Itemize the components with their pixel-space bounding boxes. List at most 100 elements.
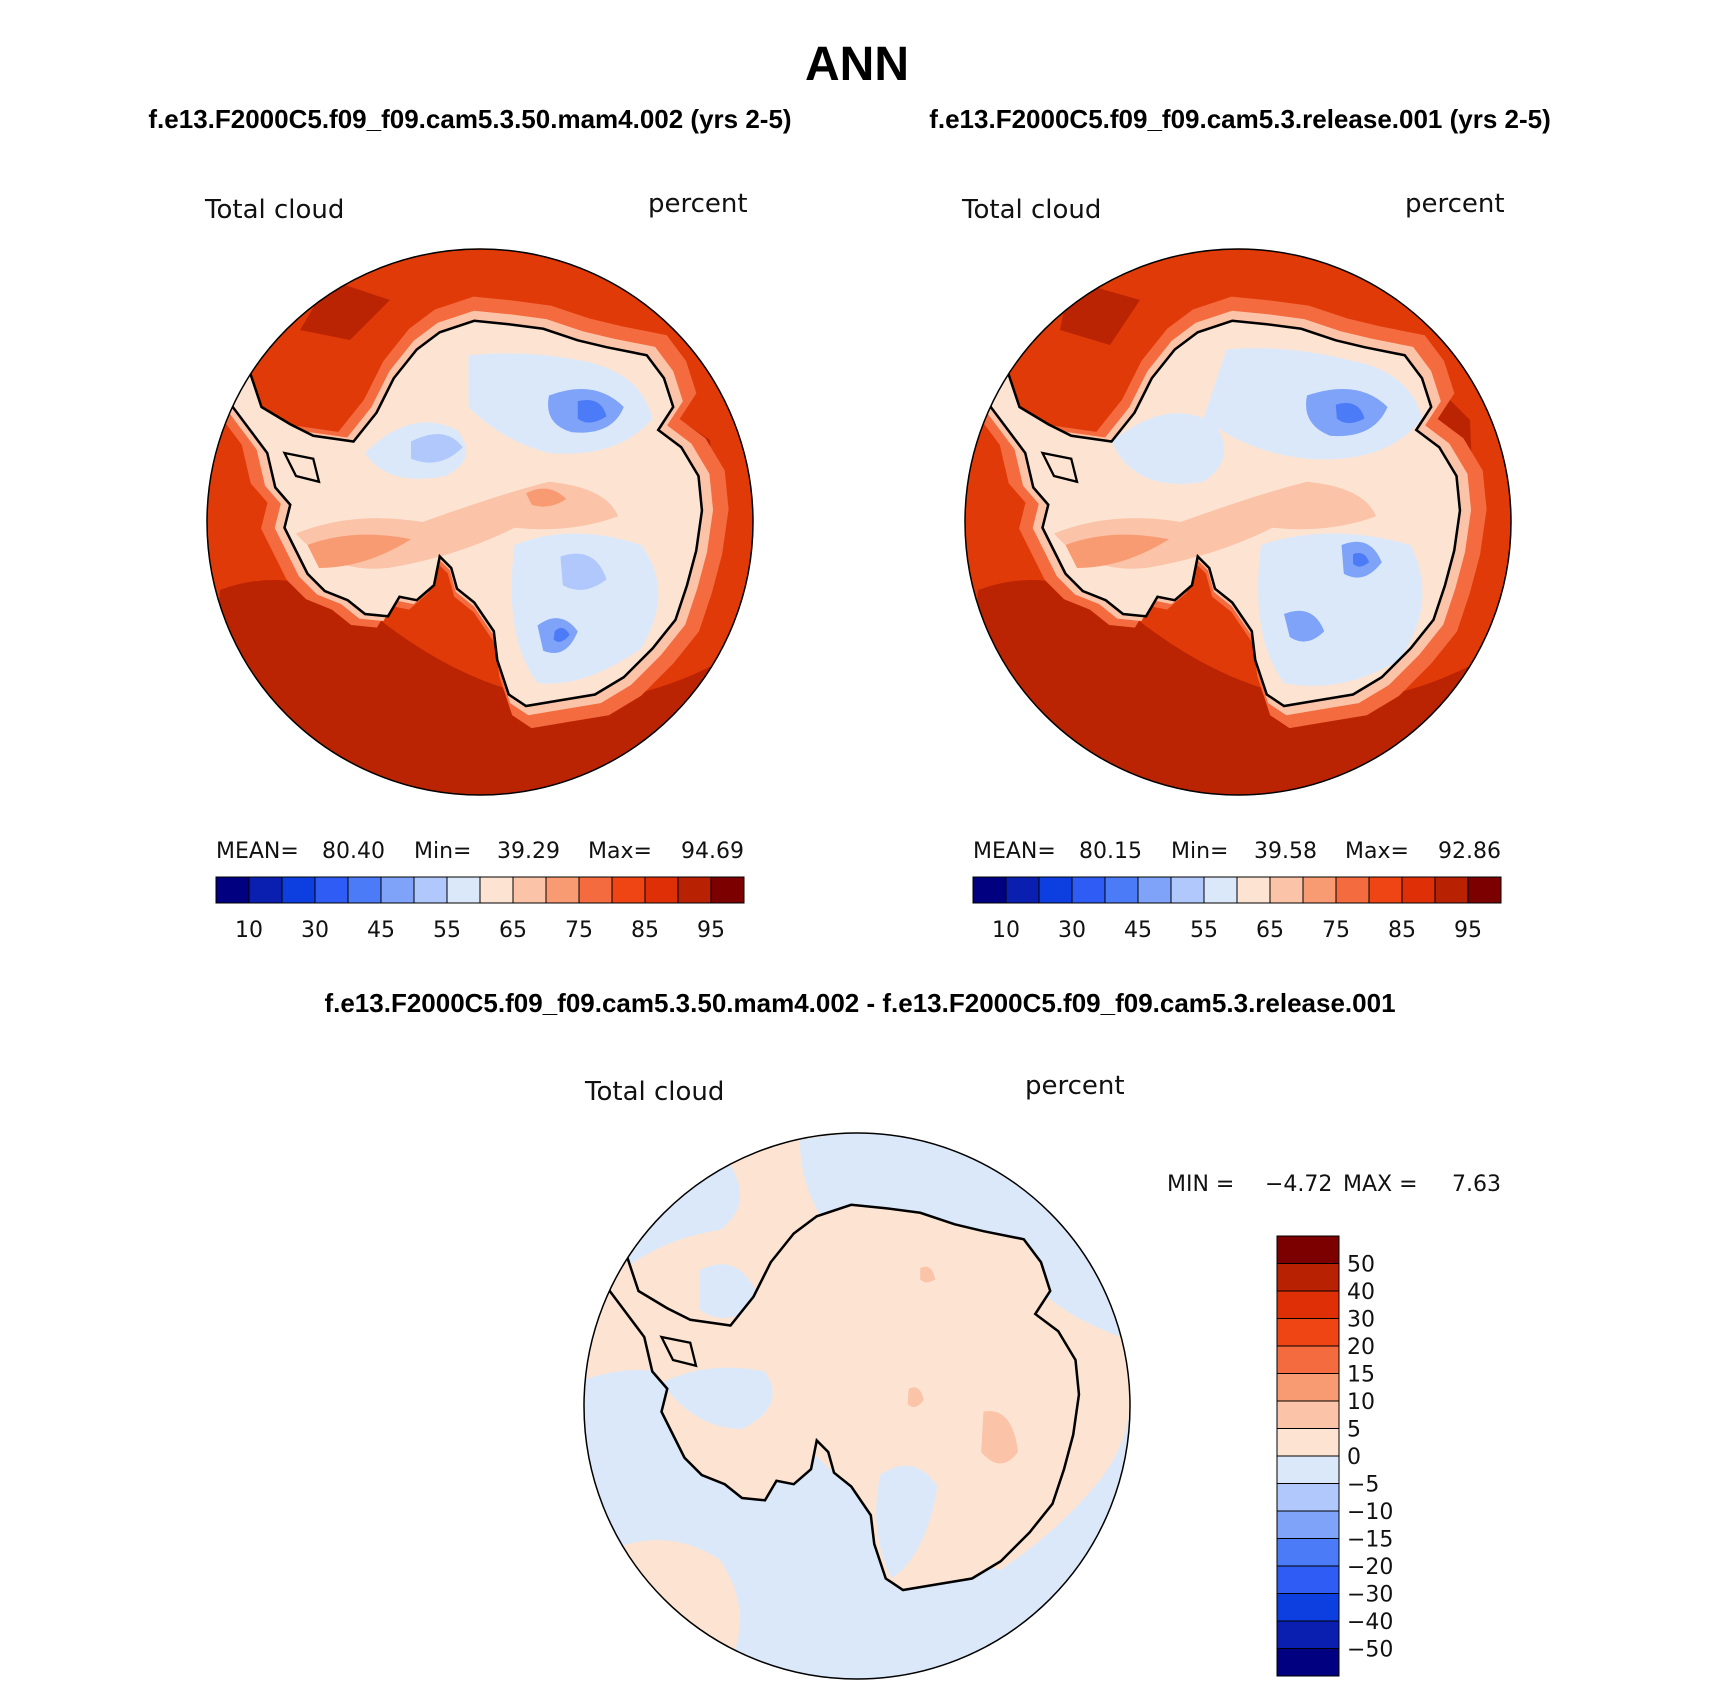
colorbar-swatch bbox=[710, 876, 745, 904]
polar-map-diff bbox=[584, 1133, 1130, 1679]
map-border-right bbox=[964, 248, 1512, 796]
min-value-left: 39.29 bbox=[497, 839, 560, 864]
colorbar-tick-label: 85 bbox=[1388, 918, 1416, 943]
colorbar-swatch bbox=[1368, 876, 1403, 904]
min-value-right: 39.58 bbox=[1254, 839, 1317, 864]
colorbar-tick-label: 30 bbox=[1058, 918, 1086, 943]
stats-right: MEAN= 80.15 Min= 39.58 Max= 92.86 bbox=[973, 839, 1501, 864]
colorbar-tick-label: −50 bbox=[1347, 1638, 1393, 1663]
colorbar-tick-label: 0 bbox=[1347, 1445, 1361, 1470]
max-label-diff: MAX = bbox=[1343, 1172, 1418, 1197]
colorbar-swatch bbox=[1401, 876, 1436, 904]
colorbar-swatch bbox=[281, 876, 316, 904]
colorbar-swatch bbox=[1276, 1620, 1340, 1649]
colorbar-tick-label: 30 bbox=[301, 918, 329, 943]
colorbar-swatch bbox=[677, 876, 712, 904]
variable-label-diff: Total cloud bbox=[584, 1077, 724, 1107]
colorbar-tick-label: −5 bbox=[1347, 1473, 1379, 1498]
colorbar-swatch bbox=[1276, 1648, 1340, 1677]
colorbar-tick-label: 40 bbox=[1347, 1280, 1375, 1305]
colorbar-swatch bbox=[1137, 876, 1172, 904]
colorbar-swatch bbox=[1434, 876, 1469, 904]
variable-label-left: Total cloud bbox=[204, 195, 344, 225]
colorbar-tick-label: 95 bbox=[697, 918, 725, 943]
map-border-diff bbox=[583, 1132, 1131, 1680]
colorbar-tick-label: 55 bbox=[1190, 918, 1218, 943]
colorbar-tick-label: −40 bbox=[1347, 1610, 1393, 1635]
units-label-right: percent bbox=[1405, 189, 1505, 219]
colorbar-tick-label: −10 bbox=[1347, 1500, 1393, 1525]
colorbar-tick-label: 65 bbox=[1256, 918, 1284, 943]
colorbar-swatch bbox=[1276, 1345, 1340, 1374]
colorbar-swatch bbox=[314, 876, 349, 904]
colorbar-swatch bbox=[1302, 876, 1337, 904]
colorbar-swatch bbox=[1276, 1593, 1340, 1622]
colorbar-tick-label: 85 bbox=[631, 918, 659, 943]
colorbar-swatch bbox=[1335, 876, 1370, 904]
colorbar-tick-label: 10 bbox=[1347, 1390, 1375, 1415]
max-label-left: Max= bbox=[588, 839, 652, 864]
colorbar-right: 10 30 45 55 65 75 85 95 bbox=[972, 876, 1502, 943]
colorbar-tick-label: 45 bbox=[1124, 918, 1152, 943]
colorbar-swatch bbox=[1276, 1400, 1340, 1429]
colorbar-tick-label: 30 bbox=[1347, 1308, 1375, 1333]
colorbar-tick-label: 10 bbox=[992, 918, 1020, 943]
stats-diff: MIN = −4.72 MAX = 7.63 bbox=[1167, 1172, 1501, 1197]
colorbar-swatch bbox=[512, 876, 547, 904]
max-label-right: Max= bbox=[1345, 839, 1409, 864]
colorbar-swatch bbox=[1071, 876, 1106, 904]
units-label-diff: percent bbox=[1025, 1071, 1125, 1101]
colorbar-swatch bbox=[215, 876, 250, 904]
colorbar-swatch bbox=[1276, 1565, 1340, 1594]
colorbar-swatch bbox=[446, 876, 481, 904]
colorbar-tick-label: −15 bbox=[1347, 1528, 1393, 1553]
polar-map-left bbox=[207, 249, 753, 795]
colorbar-swatch bbox=[1276, 1510, 1340, 1539]
min-label-left: Min= bbox=[414, 839, 471, 864]
colorbar-swatch bbox=[1276, 1455, 1340, 1484]
colorbar-swatch bbox=[1276, 1263, 1340, 1292]
variable-label-right: Total cloud bbox=[961, 195, 1101, 225]
colorbar-tick-label: −30 bbox=[1347, 1583, 1393, 1608]
colorbar-tick-label: 75 bbox=[1322, 918, 1350, 943]
colorbar-swatch bbox=[380, 876, 415, 904]
colorbar-swatch bbox=[1276, 1538, 1340, 1567]
colorbar-swatch bbox=[1005, 876, 1040, 904]
colorbar-tick-label: 10 bbox=[235, 918, 263, 943]
min-value-diff: −4.72 bbox=[1265, 1172, 1332, 1197]
min-label-right: Min= bbox=[1171, 839, 1228, 864]
colorbar-tick-label: 15 bbox=[1347, 1363, 1375, 1388]
colorbar-tick-label: 95 bbox=[1454, 918, 1482, 943]
colorbar-swatch bbox=[644, 876, 679, 904]
colorbar-swatch bbox=[1038, 876, 1073, 904]
colorbar-swatch bbox=[1276, 1428, 1340, 1457]
colorbar-tick-label: −20 bbox=[1347, 1555, 1393, 1580]
colorbar-tick-label: 55 bbox=[433, 918, 461, 943]
mean-label-right: MEAN= bbox=[973, 839, 1056, 864]
case-title-left: f.e13.F2000C5.f09_f09.cam5.3.50.mam4.002… bbox=[148, 104, 791, 134]
colorbar-swatch bbox=[972, 876, 1007, 904]
diff-title: f.e13.F2000C5.f09_f09.cam5.3.50.mam4.002… bbox=[324, 988, 1395, 1018]
units-label-left: percent bbox=[648, 189, 748, 219]
colorbar-tick-label: 75 bbox=[565, 918, 593, 943]
colorbar-swatch bbox=[1236, 876, 1271, 904]
mean-label-left: MEAN= bbox=[216, 839, 299, 864]
colorbar-swatch bbox=[1269, 876, 1304, 904]
colorbar-tick-label: 20 bbox=[1347, 1335, 1375, 1360]
page-title: ANN bbox=[805, 38, 909, 91]
mean-value-right: 80.15 bbox=[1079, 839, 1142, 864]
colorbar-swatch bbox=[1276, 1373, 1340, 1402]
colorbar-swatch bbox=[1467, 876, 1502, 904]
max-value-right: 92.86 bbox=[1438, 839, 1501, 864]
colorbar-swatch bbox=[1276, 1235, 1340, 1264]
colorbar-swatch bbox=[1170, 876, 1205, 904]
colorbar-tick-label: 65 bbox=[499, 918, 527, 943]
colorbar-swatch bbox=[545, 876, 580, 904]
polar-map-right bbox=[965, 249, 1511, 795]
colorbar-swatch bbox=[1203, 876, 1238, 904]
mean-value-left: 80.40 bbox=[322, 839, 385, 864]
colorbar-swatch bbox=[347, 876, 382, 904]
colorbar-swatch bbox=[413, 876, 448, 904]
